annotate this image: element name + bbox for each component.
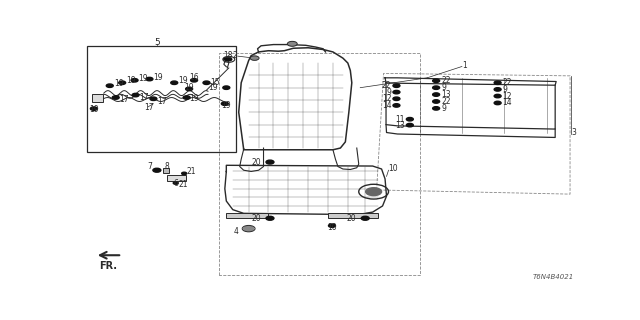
Circle shape [183, 96, 190, 99]
Text: 17: 17 [157, 97, 167, 106]
Circle shape [132, 93, 139, 97]
Text: 16: 16 [189, 73, 199, 82]
Circle shape [433, 93, 440, 96]
Text: 11: 11 [396, 115, 405, 124]
Text: 19: 19 [184, 83, 194, 92]
Circle shape [203, 81, 210, 84]
Text: T6N4B4021: T6N4B4021 [532, 274, 573, 280]
Bar [328, 213, 378, 218]
Text: 22: 22 [441, 97, 451, 106]
Circle shape [406, 124, 413, 127]
Circle shape [328, 224, 335, 228]
Circle shape [494, 101, 501, 105]
Circle shape [182, 172, 187, 175]
Text: 14: 14 [382, 101, 392, 110]
Circle shape [221, 102, 228, 105]
Circle shape [90, 107, 97, 110]
Text: 14: 14 [502, 99, 512, 108]
Text: 5: 5 [154, 37, 160, 47]
Text: 1: 1 [462, 61, 467, 70]
Circle shape [112, 96, 119, 99]
Text: 13: 13 [396, 121, 405, 130]
Circle shape [131, 79, 138, 82]
Circle shape [406, 117, 413, 121]
Circle shape [153, 168, 161, 172]
Text: 19: 19 [208, 83, 218, 92]
Text: 19: 19 [189, 93, 199, 102]
Circle shape [433, 107, 440, 110]
Bar [167, 175, 186, 181]
Text: 17: 17 [140, 93, 149, 102]
Circle shape [393, 104, 400, 107]
Text: 19: 19 [138, 74, 148, 83]
Text: 19: 19 [178, 76, 188, 85]
Text: 20: 20 [252, 214, 261, 223]
Circle shape [494, 94, 501, 98]
Text: 17: 17 [120, 95, 129, 105]
Circle shape [433, 79, 440, 83]
Text: 19: 19 [126, 76, 136, 85]
Circle shape [288, 42, 296, 46]
Circle shape [494, 81, 501, 84]
Circle shape [186, 87, 193, 91]
Text: 2: 2 [233, 51, 237, 60]
Text: 4: 4 [234, 227, 239, 236]
Text: 15: 15 [210, 78, 220, 87]
Circle shape [266, 160, 274, 164]
Bar [227, 213, 269, 218]
Circle shape [433, 100, 440, 103]
Text: 6: 6 [174, 179, 179, 188]
Text: 19: 19 [114, 79, 124, 88]
Text: 9: 9 [441, 104, 446, 113]
Circle shape [365, 188, 381, 196]
Text: 20: 20 [347, 214, 356, 223]
Text: 18: 18 [223, 51, 232, 60]
Circle shape [244, 226, 253, 231]
Text: FR.: FR. [99, 261, 116, 271]
Text: 20: 20 [252, 157, 261, 167]
Text: 12: 12 [502, 92, 512, 100]
Text: 9: 9 [387, 88, 392, 97]
Circle shape [118, 81, 125, 84]
Text: 22: 22 [441, 76, 451, 85]
Circle shape [393, 97, 400, 100]
Text: 10: 10 [327, 223, 337, 232]
Text: 21: 21 [178, 180, 188, 189]
Circle shape [251, 56, 258, 60]
Circle shape [226, 58, 232, 61]
Text: 9: 9 [502, 85, 508, 94]
Circle shape [393, 90, 400, 94]
Text: 19: 19 [89, 105, 99, 114]
Text: 17: 17 [145, 103, 154, 112]
Circle shape [150, 97, 157, 100]
Text: 19: 19 [154, 73, 163, 82]
Circle shape [393, 84, 400, 87]
Text: 22: 22 [382, 81, 392, 90]
Circle shape [173, 182, 178, 184]
Circle shape [146, 77, 153, 81]
Bar [92, 94, 103, 102]
Circle shape [191, 79, 198, 82]
Text: 22: 22 [502, 78, 512, 87]
Text: 12: 12 [382, 94, 392, 103]
Text: 3: 3 [571, 128, 576, 137]
Circle shape [494, 88, 501, 91]
Text: 13: 13 [441, 90, 451, 99]
Text: 7: 7 [147, 162, 152, 171]
Circle shape [224, 58, 229, 60]
Text: 8: 8 [164, 162, 169, 171]
Circle shape [361, 216, 369, 220]
Circle shape [266, 216, 274, 220]
Text: 21: 21 [187, 167, 196, 176]
Circle shape [106, 84, 113, 87]
Text: 19: 19 [221, 101, 231, 110]
Circle shape [433, 86, 440, 89]
Bar [163, 169, 169, 173]
Text: 10: 10 [388, 164, 398, 173]
Circle shape [171, 81, 178, 84]
Text: 9: 9 [441, 83, 446, 92]
Circle shape [223, 86, 230, 89]
Bar [88, 46, 236, 152]
